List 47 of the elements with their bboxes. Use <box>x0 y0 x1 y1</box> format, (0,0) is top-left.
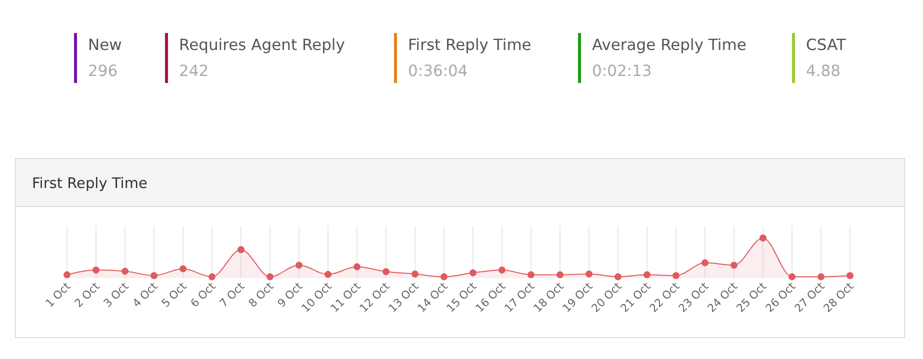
category-label: First Reply Time <box>408 36 532 54</box>
text: 0:02:13 <box>592 62 652 80</box>
category-label: CSAT <box>806 36 846 54</box>
x-tick-label: 5 Oct <box>159 279 190 310</box>
text: 296 <box>88 62 118 80</box>
point <box>354 263 360 270</box>
x-tick-label: 6 Oct <box>188 279 219 310</box>
point <box>470 269 476 276</box>
category-label: New <box>88 36 122 54</box>
point <box>122 268 128 275</box>
point <box>440 273 448 280</box>
point <box>92 266 100 274</box>
point <box>528 271 534 278</box>
x-tick-label: 2 Oct <box>72 279 103 310</box>
text: 242 <box>179 62 209 80</box>
point <box>150 272 158 280</box>
chart-title: First Reply Time <box>32 176 148 192</box>
point <box>238 246 244 254</box>
point <box>180 265 186 272</box>
point <box>296 262 302 269</box>
point <box>818 273 824 280</box>
point <box>672 272 680 280</box>
text: 0:36:04 <box>408 62 468 80</box>
point <box>324 270 332 278</box>
point <box>266 273 274 280</box>
point <box>644 271 650 278</box>
point <box>382 268 390 276</box>
x-tick-label: 3 Oct <box>101 279 132 310</box>
point <box>586 270 592 278</box>
point <box>788 273 796 280</box>
point <box>702 259 708 266</box>
text: 4.88 <box>806 62 841 80</box>
point <box>760 234 766 242</box>
point <box>846 272 854 280</box>
point <box>614 273 622 280</box>
point <box>208 273 216 280</box>
point <box>498 266 506 274</box>
x-tick-label: 8 Oct <box>246 279 277 310</box>
category-label: Requires Agent Reply <box>179 36 345 54</box>
point <box>412 270 418 278</box>
point <box>64 271 70 278</box>
category-label: Average Reply Time <box>592 36 746 54</box>
point <box>730 262 738 269</box>
x-tick-label: 4 Oct <box>130 279 161 310</box>
x-tick-label: 1 Oct <box>43 279 74 310</box>
x-tick-label: 7 Oct <box>217 279 248 310</box>
point <box>556 271 564 278</box>
